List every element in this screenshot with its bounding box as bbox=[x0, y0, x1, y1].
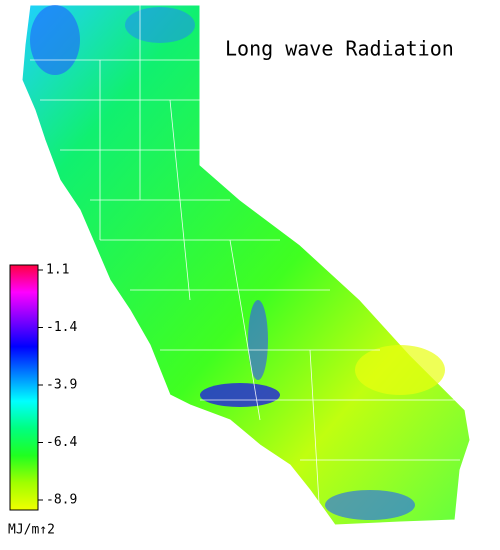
south-coast-patch bbox=[325, 490, 415, 520]
state-outline bbox=[21, 4, 471, 526]
northeast-patch bbox=[125, 7, 195, 43]
colorbar-tick-label: -8.9 bbox=[46, 493, 77, 508]
california-map bbox=[21, 4, 471, 526]
north-coast-patch bbox=[30, 5, 80, 75]
map-title: Long wave Radiation bbox=[225, 37, 454, 61]
colorbar bbox=[9, 264, 39, 511]
southern-patch bbox=[200, 383, 280, 407]
county-lines bbox=[30, 5, 460, 521]
colorbar-unit: MJ/m↑2 bbox=[8, 523, 55, 538]
colorbar-tick-label: -3.9 bbox=[46, 378, 77, 393]
colorbar-tick-label: -1.4 bbox=[46, 320, 77, 335]
colorbar-tick-label: -6.4 bbox=[46, 435, 77, 450]
colorbar-tick-label: 1.1 bbox=[46, 263, 69, 278]
sierra-patch bbox=[248, 300, 268, 380]
desert-patch bbox=[355, 345, 445, 395]
